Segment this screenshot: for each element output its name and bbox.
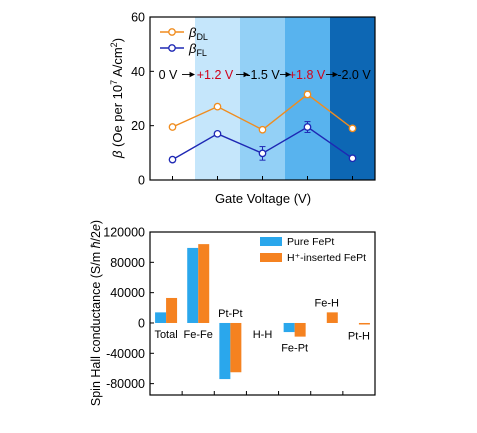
y-tick-label: 120000 xyxy=(103,226,145,240)
voltage-label: +1.2 V xyxy=(197,68,234,82)
voltage-label: +1.8 V xyxy=(289,68,326,82)
bottom-legend: Pure FePt H⁺-inserted FePt xyxy=(260,236,366,264)
bar xyxy=(198,244,210,323)
bar xyxy=(358,322,370,325)
top-legend: βDL βFL xyxy=(160,25,208,58)
category-label: Pt-Pt xyxy=(218,308,242,320)
category-label: Pt-H xyxy=(348,330,370,342)
bottom-y-axis: -80000 -40000 0 40000 80000 120000 xyxy=(103,226,376,395)
category-label: Fe-H xyxy=(315,297,340,309)
y-tick-label: 40 xyxy=(131,65,145,79)
bar xyxy=(230,322,242,373)
category-label: Total xyxy=(154,329,177,341)
data-point xyxy=(348,154,357,163)
voltage-band xyxy=(285,17,330,180)
legend-swatch-inserted xyxy=(260,253,282,262)
y-tick-label: 80000 xyxy=(110,256,145,270)
category-label: Fe-Fe xyxy=(184,329,213,341)
bar xyxy=(294,322,306,337)
legend-marker-dl xyxy=(168,28,176,36)
y-tick-label: 40000 xyxy=(110,286,145,300)
category-label: Fe-Pt xyxy=(281,343,308,355)
bottom-bars xyxy=(155,244,370,380)
legend-label-pure: Pure FePt xyxy=(287,236,334,248)
bottom-category-labels: Total Fe-Fe Pt-Pt H-H Fe-Pt Fe-H Pt-H xyxy=(154,297,370,354)
top-y-axis-label: β (Oe per 107 A/cm2) xyxy=(109,38,125,159)
y-tick-label: -40000 xyxy=(106,347,145,361)
data-point xyxy=(303,123,312,131)
data-point xyxy=(258,125,267,134)
bar xyxy=(155,312,167,323)
data-point xyxy=(168,123,177,131)
legend-swatch-pure xyxy=(260,237,282,246)
y-tick-label: -80000 xyxy=(106,377,145,391)
y-tick-label: 20 xyxy=(131,119,145,133)
legend-marker-fl xyxy=(168,44,176,52)
data-point xyxy=(213,102,222,111)
voltage-bands xyxy=(195,17,375,180)
bar xyxy=(326,312,338,323)
top-x-ticks xyxy=(172,176,353,180)
y-tick-label: 0 xyxy=(138,316,145,330)
category-label: H-H xyxy=(253,329,273,341)
voltage-band xyxy=(195,17,240,180)
bar xyxy=(187,247,199,323)
legend-label-fl: βFL xyxy=(188,41,207,58)
voltage-arrows xyxy=(182,71,339,78)
voltage-label: -1.5 V xyxy=(246,68,280,82)
voltage-label: 0 V xyxy=(159,68,178,82)
voltage-label: -2.0 V xyxy=(337,68,371,82)
data-point xyxy=(348,124,357,133)
bottom-chart: -80000 -40000 0 40000 80000 120000 Total Fe-Fe… xyxy=(89,220,376,406)
legend-label-inserted: H⁺-inserted FePt xyxy=(287,252,366,264)
top-chart: 0 20 40 60 βDL βFL 0 V +1.2 V -1.5 V +1.8 V… xyxy=(109,11,376,206)
data-point xyxy=(168,155,177,164)
data-point xyxy=(213,129,222,138)
voltage-sequence: 0 V +1.2 V -1.5 V +1.8 V -2.0 V xyxy=(159,68,372,82)
bar xyxy=(219,322,231,380)
top-series xyxy=(168,90,357,164)
voltage-band xyxy=(330,17,375,180)
y-tick-label: 0 xyxy=(138,174,145,188)
bar xyxy=(166,297,178,323)
legend-label-dl: βDL xyxy=(188,25,208,42)
data-point xyxy=(303,90,312,99)
bar xyxy=(283,322,295,333)
top-y-axis: 0 20 40 60 xyxy=(131,11,154,188)
bottom-y-axis-label: Spin Hall conductance (S/m ħ/2e) xyxy=(89,220,103,406)
bottom-plot-frame xyxy=(149,231,376,396)
data-point xyxy=(258,149,267,158)
top-x-axis-label: Gate Voltage (V) xyxy=(215,191,311,206)
y-tick-label: 60 xyxy=(131,11,145,25)
